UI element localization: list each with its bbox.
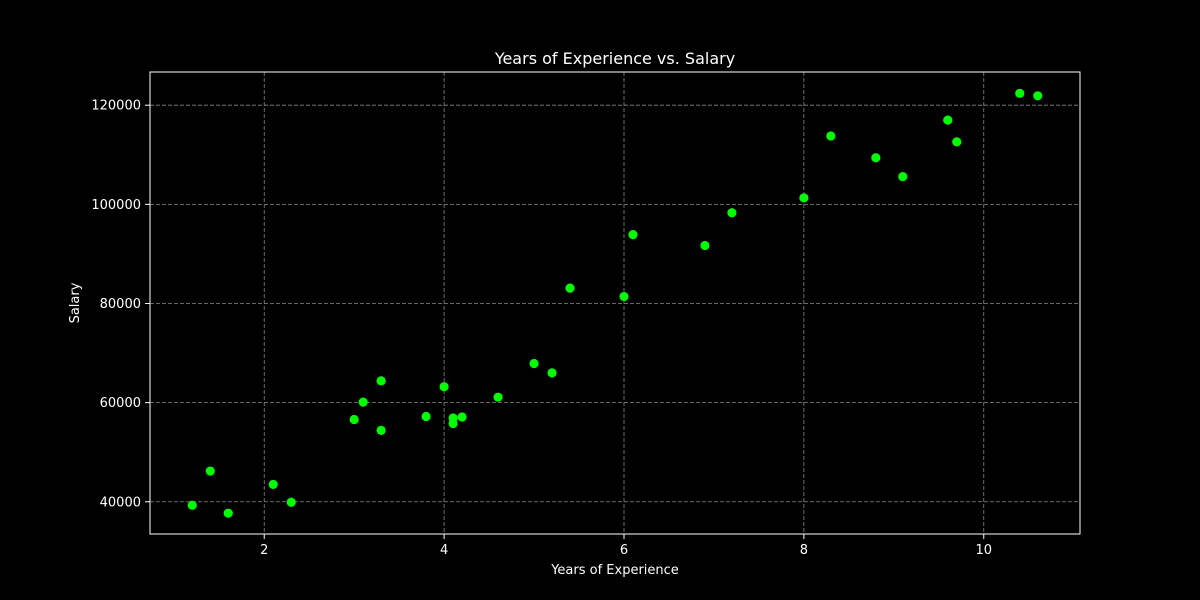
y-axis-ticks: 40000 60000 80000 100000 120000 [91,99,150,510]
data-point [268,479,278,490]
data-point [457,412,467,422]
x-axis-label: Years of Experience [550,563,679,578]
data-point [187,500,197,510]
data-point [448,413,458,423]
x-tick-label: 10 [975,543,992,558]
data-point [1033,91,1043,101]
x-axis-ticks: 2 4 6 8 10 [260,534,992,558]
y-tick-label: 60000 [100,396,141,411]
x-tick-label: 2 [260,543,268,558]
data-point [223,508,233,518]
data-point [286,497,296,507]
data-point [952,137,962,147]
data-point [727,208,737,218]
y-tick-label: 100000 [91,198,141,213]
x-tick-label: 6 [620,543,628,558]
data-point [898,171,908,182]
data-point [349,414,359,425]
x-tick-label: 4 [440,543,448,558]
chart-title: Years of Experience vs. Salary [494,49,735,68]
data-point [205,466,215,476]
data-points [187,88,1043,518]
x-tick-label: 8 [800,543,808,558]
data-point [439,382,449,392]
data-point [529,358,539,369]
data-point [376,425,386,435]
grid [150,72,1080,534]
data-point [376,376,386,386]
data-point [493,392,503,402]
y-tick-label: 80000 [100,297,141,312]
data-point [358,397,368,407]
data-point [871,153,881,163]
data-point [619,291,629,302]
y-tick-label: 40000 [100,495,141,510]
data-point [1015,88,1025,98]
data-point [628,229,638,240]
data-point [565,283,575,293]
y-axis-label: Salary [68,282,83,323]
data-point [421,411,431,422]
data-point [799,193,809,203]
data-point [826,131,836,141]
data-point [700,240,710,251]
axes-frame [149,71,1081,535]
data-point [547,368,557,378]
data-point [943,115,953,125]
y-tick-label: 120000 [91,99,141,114]
